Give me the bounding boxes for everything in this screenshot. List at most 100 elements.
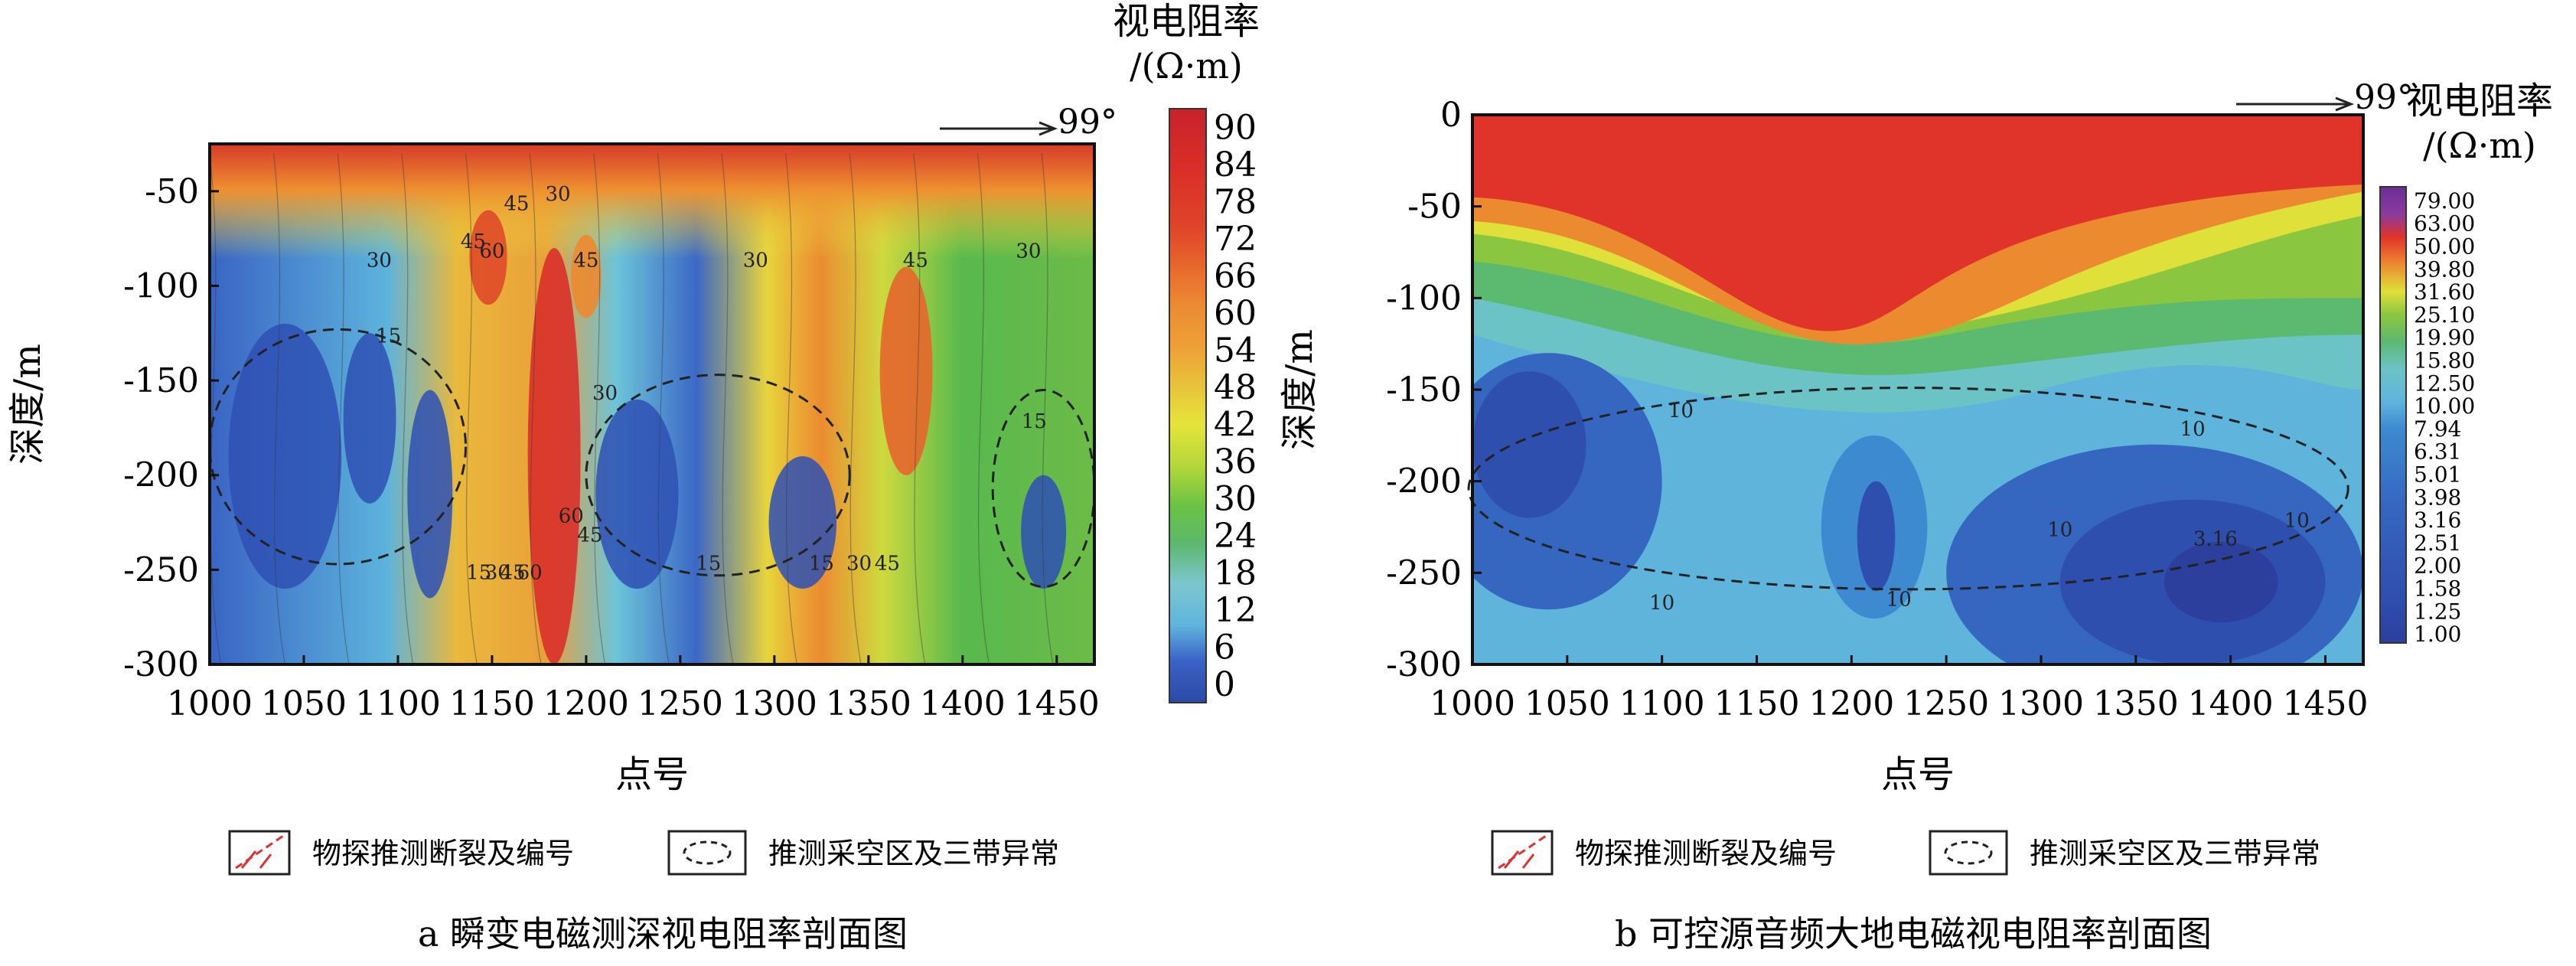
y-axis-label: 深度/m xyxy=(1278,329,1321,450)
low-resistivity-body xyxy=(595,399,679,589)
x-tick-label: 1300 xyxy=(1998,684,2084,723)
colorbar-tick-label: 1.00 xyxy=(2414,622,2461,647)
contour-line xyxy=(721,153,734,664)
x-tick-label: 1200 xyxy=(543,684,629,723)
x-axis-label: 点号 xyxy=(615,753,689,796)
high-resistivity-body xyxy=(469,210,507,305)
resistivity-layer xyxy=(1472,115,2363,331)
colorbar-tick-label: 42 xyxy=(1214,405,1257,444)
x-tick-label: 1250 xyxy=(1903,684,1989,723)
y-tick-label: -100 xyxy=(1386,279,1462,318)
colorbar-tick-label: 24 xyxy=(1214,517,1257,556)
low-resistivity-body xyxy=(2164,541,2278,622)
colorbar-tick-label: 0 xyxy=(1214,665,1235,704)
colorbar-tick-label: 2.00 xyxy=(2414,553,2461,579)
colorbar-tick-label: 1.25 xyxy=(2414,599,2461,624)
x-tick-label: 1200 xyxy=(1808,684,1894,723)
contour-label: 45 xyxy=(875,552,900,575)
panel-b-caption: b 可控源音频大地电磁视电阻率剖面图 xyxy=(1615,913,2212,955)
contour-line xyxy=(337,153,350,664)
contour-label: 15 xyxy=(1022,410,1047,433)
y-tick-label: -300 xyxy=(1386,645,1462,684)
azimuth-label: 99° xyxy=(2354,78,2414,117)
y-tick-label: -150 xyxy=(1386,370,1462,410)
colorbar-tick-label: 2.51 xyxy=(2414,530,2461,556)
contour-label: 60 xyxy=(559,505,584,528)
contour-label: 30 xyxy=(592,382,618,405)
contour-label: 45 xyxy=(903,250,928,273)
colorbar-tick-label: 6.31 xyxy=(2414,439,2461,465)
x-tick-label: 1000 xyxy=(167,684,253,723)
colorbar-unit: /(Ω·m) xyxy=(2423,125,2536,166)
colorbar-tick-label: 84 xyxy=(1214,145,1257,184)
y-tick-label: -200 xyxy=(1386,462,1462,501)
panel-b-chart: 10 10 10 10 10 10 3.16 1000 1050 1100 1150 1200 1250… xyxy=(1278,78,2553,796)
low-resistivity-body xyxy=(768,456,837,589)
colorbar-tick-label: 6 xyxy=(1214,628,1235,667)
y-tick-label: -100 xyxy=(123,266,199,305)
x-tick-label: 1000 xyxy=(1430,684,1515,723)
contour-line xyxy=(977,153,990,664)
contour-label: 30 xyxy=(367,250,392,273)
y-tick-label: -150 xyxy=(123,361,199,400)
colorbar-tick-label: 12 xyxy=(1214,591,1257,630)
colorbar-tick-label: 60 xyxy=(1214,294,1257,333)
contour-label: 60 xyxy=(479,240,504,263)
contour-label: 45 xyxy=(461,230,486,253)
colorbar-tick-label: 1.58 xyxy=(2414,576,2461,601)
colorbar-tick-label: 48 xyxy=(1214,368,1257,407)
x-tick-label: 1450 xyxy=(2282,684,2368,723)
contour-label: 10 xyxy=(1886,588,1912,611)
colorbar-tick-label: 30 xyxy=(1214,479,1257,518)
contour-line xyxy=(849,153,862,664)
low-resistivity-body xyxy=(228,323,342,589)
x-tick-label: 1050 xyxy=(1524,684,1610,723)
contour-line xyxy=(593,153,606,664)
x-tick-label: 1100 xyxy=(355,684,441,723)
colorbar-tick-label: 10.00 xyxy=(2414,393,2475,419)
colorbar-title: 视电阻率 xyxy=(2406,80,2553,122)
contour-label: 60 xyxy=(517,562,543,585)
low-resistivity-body xyxy=(1857,481,1896,592)
goaf-anomaly-ellipse xyxy=(208,328,468,566)
y-tick-label: -250 xyxy=(1386,553,1462,592)
high-resistivity-body xyxy=(527,248,581,664)
colorbar-tick-label: 90 xyxy=(1214,108,1257,147)
contour-label: 10 xyxy=(2180,418,2206,441)
colorbar-tick-label: 12.50 xyxy=(2414,370,2475,396)
y-tick-label: -50 xyxy=(1407,188,1462,227)
contour-label: 3.16 xyxy=(2193,527,2238,550)
legend-goaf-label: 推测采空区及三带异常 xyxy=(2030,837,2320,870)
contour-label: 30 xyxy=(485,562,510,585)
colorbar-tick-label: 66 xyxy=(1214,256,1257,295)
goaf-anomaly-ellipse xyxy=(1467,387,2349,591)
azimuth-arrowhead-icon xyxy=(1039,121,1058,136)
low-resistivity-body xyxy=(1021,475,1067,589)
colorbar-tick-label: 39.80 xyxy=(2414,256,2475,282)
resistivity-field xyxy=(1472,115,2363,664)
colorbar-tick-label: 25.10 xyxy=(2414,302,2475,328)
y-axis-label: 深度/m xyxy=(6,344,49,465)
colorbar-tick-label: 54 xyxy=(1214,331,1257,370)
resistivity-field xyxy=(210,144,1094,664)
colorbar xyxy=(2379,186,2407,644)
contour-line xyxy=(913,153,926,664)
x-tick-label: 1400 xyxy=(920,684,1006,723)
contour-line xyxy=(273,153,285,664)
y-tick-label: -200 xyxy=(123,456,199,495)
contour-label: 30 xyxy=(743,250,768,273)
x-tick-label: 1350 xyxy=(2093,684,2179,723)
contour-line xyxy=(657,153,670,664)
colorbar-tick-label: 18 xyxy=(1214,553,1257,592)
low-resistivity-body xyxy=(343,333,396,504)
x-tick-label: 1250 xyxy=(637,684,723,723)
y-tick-label: -50 xyxy=(145,172,199,211)
field-shallow-band xyxy=(210,144,1094,259)
y-tick-label: -250 xyxy=(123,550,199,589)
contour-label: 15 xyxy=(809,552,834,575)
contour-label: 10 xyxy=(1649,592,1674,615)
legend-fault-label: 物探推测断裂及编号 xyxy=(312,837,574,870)
goaf-symbol-icon xyxy=(1929,830,2008,876)
low-resistivity-body xyxy=(407,390,453,599)
